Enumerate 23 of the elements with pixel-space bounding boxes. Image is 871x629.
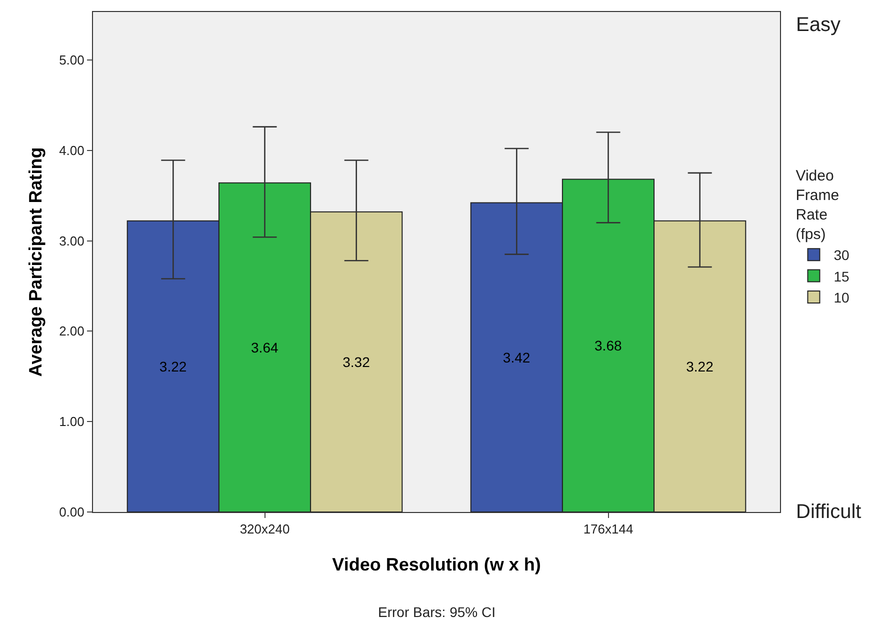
- text: Easy: [796, 14, 840, 36]
- x-tick-label: 176x144: [583, 522, 634, 537]
- y-tick-label: 3.00: [59, 233, 84, 248]
- data-label: 3.42: [502, 349, 530, 366]
- data-label: 3.64: [251, 339, 278, 356]
- data-label: 3.32: [342, 354, 370, 370]
- data-label: 3.22: [686, 358, 714, 374]
- y-tick-label: 2.00: [59, 324, 84, 339]
- x-tick-label: 320x240: [240, 522, 290, 537]
- legend-label: 15: [834, 268, 850, 284]
- text: Difficult: [796, 501, 862, 523]
- legend-title: Video Frame Rate (fps): [796, 168, 840, 243]
- data-label: 3.68: [594, 338, 622, 354]
- legend-label: 10: [834, 289, 850, 306]
- legend-label: 30: [834, 247, 850, 264]
- data-label: 3.22: [159, 358, 187, 374]
- text: Error Bars: 95% CI: [378, 604, 496, 620]
- y-tick-label: 1.00: [59, 414, 84, 430]
- y-tick-label: 0.00: [59, 504, 84, 520]
- y-axis-title: Average Participant Rating: [25, 147, 46, 377]
- x-axis-title: Video Resolution (w x h): [332, 554, 541, 575]
- y-tick-label: 4.00: [59, 142, 84, 158]
- y-tick-label: 5.00: [59, 52, 84, 68]
